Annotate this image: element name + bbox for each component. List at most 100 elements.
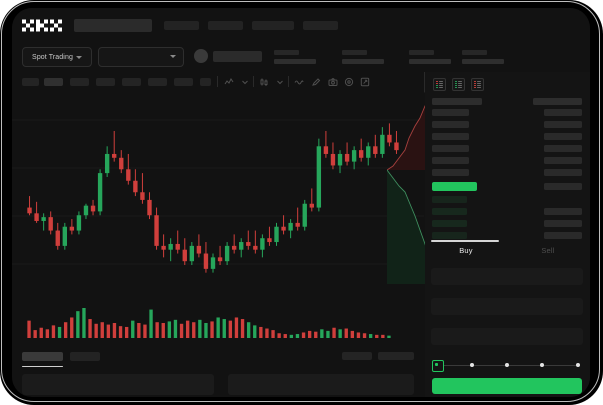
orderbook-ask-row[interactable] <box>432 121 469 128</box>
orderbook-header-right <box>533 98 582 105</box>
orderbook-ask-row[interactable] <box>432 157 469 164</box>
orderbook-header-left <box>432 98 482 105</box>
mode-dropdown[interactable]: Spot Trading <box>22 47 92 67</box>
orderbook-best-size[interactable] <box>544 183 582 190</box>
mode-dropdown-label: Spot Trading <box>32 53 73 61</box>
orderbook-best-price[interactable] <box>432 182 477 191</box>
orderbook-ask-row[interactable] <box>432 169 469 176</box>
slider-step-75[interactable] <box>540 362 545 367</box>
orderbook-bid-size[interactable] <box>544 232 582 239</box>
stat-0-value <box>274 59 316 64</box>
slider-step-100[interactable] <box>576 362 581 367</box>
orderbook-bid-row[interactable] <box>432 208 467 215</box>
orderbook-bid-row[interactable] <box>432 220 467 227</box>
timeframe-4[interactable] <box>122 78 141 86</box>
stat-2 <box>409 50 451 64</box>
nav-item-3[interactable] <box>303 21 338 30</box>
slider-step-25[interactable] <box>470 362 475 367</box>
stat-2-label <box>409 50 434 55</box>
orderbook-and-trade-panel: Buy Sell <box>425 72 590 397</box>
app-screen: Spot Trading <box>12 8 590 397</box>
stat-3-label <box>462 50 487 55</box>
orderbook-ask-size[interactable] <box>544 145 582 152</box>
orderbook-rows[interactable] <box>425 98 590 239</box>
submit-buy-button[interactable] <box>432 378 582 394</box>
orderbook-ask-size[interactable] <box>544 169 582 176</box>
chevron-down-icon[interactable] <box>240 77 250 87</box>
orders-panel <box>12 346 424 397</box>
candlestick-svg <box>12 119 424 273</box>
order-field-1[interactable] <box>431 298 583 315</box>
orderbook-ask-size[interactable] <box>544 157 582 164</box>
order-field-2[interactable] <box>431 328 583 345</box>
stat-3 <box>462 50 504 64</box>
nav-item-0[interactable] <box>164 21 199 30</box>
orderbook-ask-size[interactable] <box>544 133 582 140</box>
stat-0-label <box>274 50 299 55</box>
amount-slider[interactable] <box>432 360 582 372</box>
orderbook-view-toggles <box>433 78 484 91</box>
orderbook-ask-row[interactable] <box>432 145 469 152</box>
stat-1-label <box>342 50 367 55</box>
orderbook-ask-size[interactable] <box>544 121 582 128</box>
pair-dropdown[interactable] <box>98 47 184 67</box>
top-navigation-bar <box>12 8 590 42</box>
indicator-icon[interactable] <box>224 77 234 87</box>
chevron-down-icon <box>170 55 176 58</box>
stat-1-value <box>342 59 384 64</box>
chart-type-icon[interactable] <box>259 77 269 87</box>
price-chart[interactable] <box>12 92 424 304</box>
timeframe-5[interactable] <box>148 78 167 86</box>
timeframe-3[interactable] <box>96 78 115 86</box>
orderbook-bid-row[interactable] <box>432 196 467 203</box>
orderbook-both-icon[interactable] <box>433 78 446 91</box>
camera-icon[interactable] <box>328 77 338 87</box>
settings-icon[interactable] <box>344 77 354 87</box>
orderbook-asks-icon[interactable] <box>471 78 484 91</box>
orderbook-bid-row[interactable] <box>432 232 467 239</box>
timeframe-6[interactable] <box>174 78 193 86</box>
search-input[interactable] <box>74 19 152 32</box>
stat-2-value <box>409 59 451 64</box>
toolbar-divider <box>288 76 289 87</box>
market-sub-header: Spot Trading <box>12 42 590 72</box>
orders-action-0[interactable] <box>342 352 372 360</box>
timeframe-1[interactable] <box>44 78 63 86</box>
slider-handle[interactable] <box>432 360 444 372</box>
stat-1 <box>342 50 384 64</box>
chevron-down-icon[interactable] <box>275 77 285 87</box>
stat-0 <box>274 50 316 64</box>
pair-coin-avatar <box>194 49 208 63</box>
timeframe-7[interactable] <box>200 78 211 86</box>
order-field-0[interactable] <box>431 268 583 285</box>
order-form-tabs: Buy Sell <box>425 240 590 262</box>
volume-svg <box>27 308 391 338</box>
orders-action-1[interactable] <box>378 352 414 360</box>
last-price <box>213 51 262 62</box>
orders-panel-right[interactable] <box>228 374 414 395</box>
okx-logo[interactable] <box>22 19 62 32</box>
orders-tab-0[interactable] <box>22 352 63 361</box>
slider-step-50[interactable] <box>505 362 510 367</box>
nav-item-2[interactable] <box>252 21 294 30</box>
buy-tab-underline <box>431 240 499 242</box>
timeframe-2[interactable] <box>70 78 89 86</box>
orderbook-ask-row[interactable] <box>432 109 469 116</box>
tab-sell[interactable]: Sell <box>541 246 555 255</box>
orderbook-bid-size[interactable] <box>544 220 582 227</box>
tab-buy[interactable]: Buy <box>459 246 473 255</box>
orderbook-ask-row[interactable] <box>432 133 469 140</box>
wave-icon[interactable] <box>294 77 304 87</box>
orderbook-bids-icon[interactable] <box>452 78 465 91</box>
nav-item-1[interactable] <box>208 21 243 30</box>
orderbook-bid-size[interactable] <box>544 208 582 215</box>
pencil-icon[interactable] <box>311 77 321 87</box>
volume-chart <box>12 304 424 346</box>
orderbook-ask-size[interactable] <box>544 109 582 116</box>
chevron-down-icon <box>75 55 82 59</box>
orders-tab-1[interactable] <box>70 352 100 361</box>
timeframe-0[interactable] <box>22 78 39 86</box>
orders-panel-left[interactable] <box>22 374 214 395</box>
fullscreen-icon[interactable] <box>360 77 370 87</box>
